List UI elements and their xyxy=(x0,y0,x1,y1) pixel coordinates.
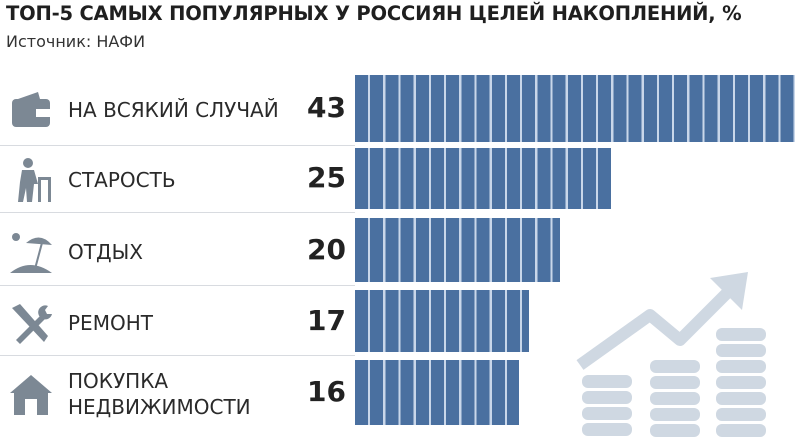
bar-row: НА ВСЯКИЙ СЛУЧАЙ 43 xyxy=(0,75,800,146)
category-label: ПОКУПКА НЕДВИЖИМОСТИ xyxy=(68,368,251,420)
growth-coins-illustration xyxy=(576,272,766,437)
bar xyxy=(355,148,611,209)
bar xyxy=(355,75,795,142)
category-label-line: ОТДЫХ xyxy=(68,239,143,264)
category-label: РЕМОНТ xyxy=(68,310,153,336)
elderly-person-icon xyxy=(18,158,51,202)
value-label: 25 xyxy=(307,161,346,194)
row-divider xyxy=(0,285,355,286)
category-label: ОТДЫХ xyxy=(68,239,143,265)
repair-tools-icon xyxy=(12,303,52,344)
row-divider xyxy=(0,355,355,356)
bar-row: СТАРОСТЬ 25 xyxy=(0,148,800,213)
value-label: 17 xyxy=(307,303,346,337)
category-label-line: НЕДВИЖИМОСТИ xyxy=(68,395,251,419)
category-label-line: СТАРОСТЬ xyxy=(68,168,176,192)
bar xyxy=(355,218,560,282)
category-label: СТАРОСТЬ xyxy=(68,167,176,193)
category-label-line: РЕМОНТ xyxy=(68,310,153,335)
wallet-icon xyxy=(12,92,50,127)
row-divider xyxy=(0,212,355,213)
chart-title: ТОП-5 САМЫХ ПОПУЛЯРНЫХ У РОССИЯН ЦЕЛЕЙ Н… xyxy=(6,2,742,25)
bar-row: ОТДЫХ 20 xyxy=(0,218,800,286)
chart-source: Источник: НАФИ xyxy=(6,32,146,51)
category-label-line: НА ВСЯКИЙ СЛУЧАЙ xyxy=(68,98,279,122)
category-label-line: ПОКУПКА xyxy=(68,369,169,393)
category-label: НА ВСЯКИЙ СЛУЧАЙ xyxy=(68,97,279,123)
bar-row: ПОКУПКА НЕДВИЖИМОСТИ 16 xyxy=(0,360,800,428)
row-divider xyxy=(0,145,355,146)
value-label: 43 xyxy=(307,91,346,124)
value-label: 20 xyxy=(307,232,346,266)
bar xyxy=(355,290,529,352)
beach-umbrella-icon xyxy=(10,232,52,273)
value-label: 16 xyxy=(307,375,346,408)
bar xyxy=(355,360,519,425)
bar-row: РЕМОНТ 17 xyxy=(0,290,800,356)
house-icon xyxy=(10,375,52,415)
